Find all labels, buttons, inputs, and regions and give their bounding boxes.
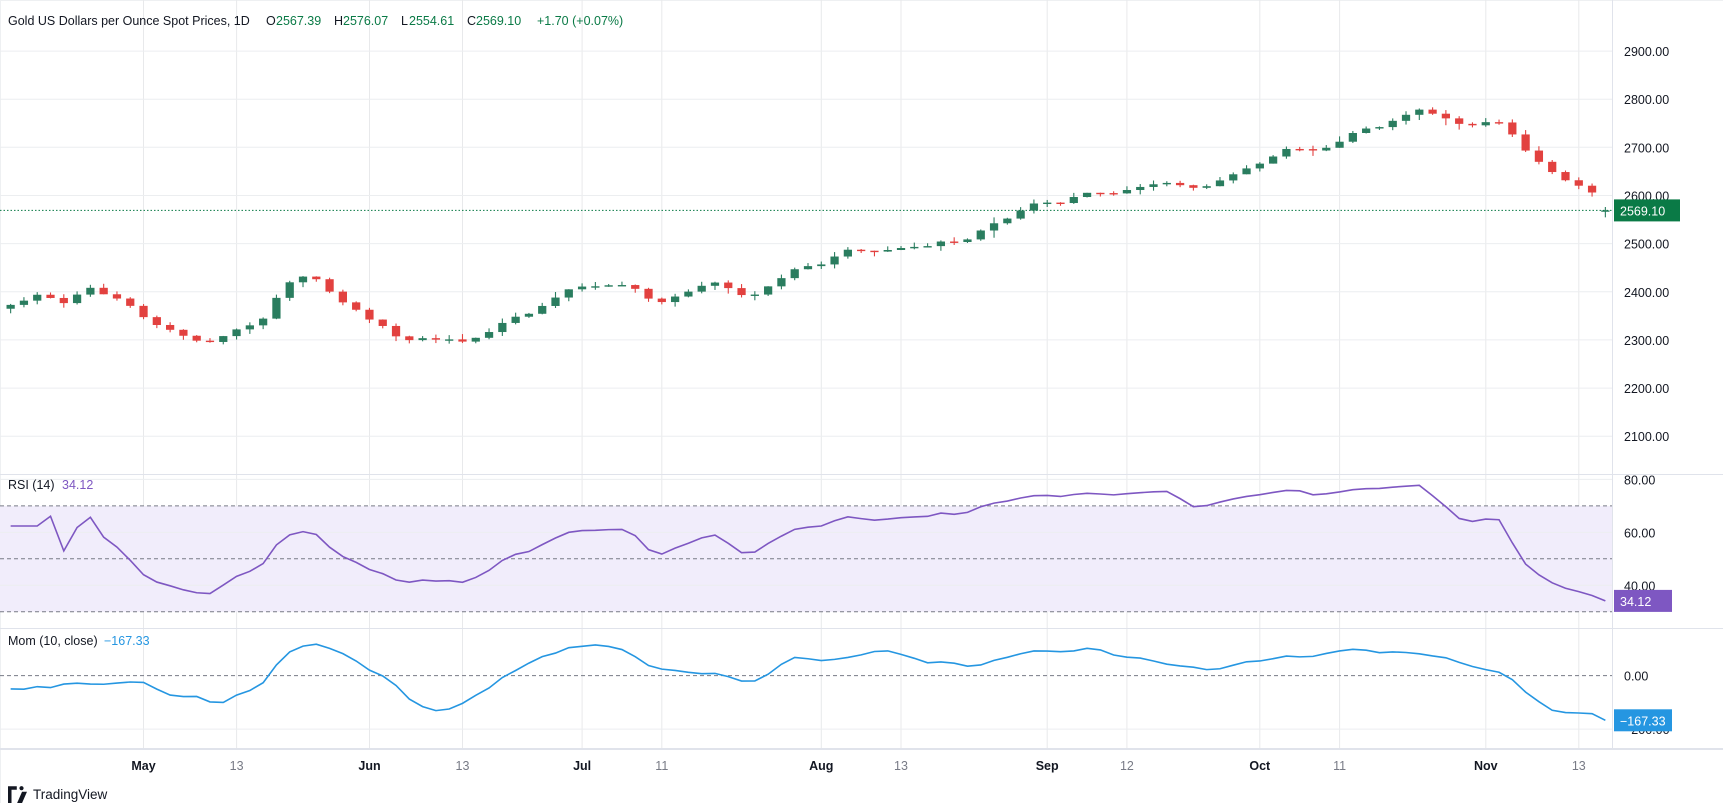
svg-text:13: 13 <box>894 759 908 773</box>
svg-text:Jul: Jul <box>573 759 591 773</box>
svg-text:13: 13 <box>230 759 244 773</box>
svg-text:Mom (10, close): Mom (10, close) <box>8 634 98 648</box>
svg-text:O: O <box>266 14 276 28</box>
svg-text:12: 12 <box>1120 759 1134 773</box>
svg-text:2400.00: 2400.00 <box>1624 286 1669 300</box>
svg-text:2567.39: 2567.39 <box>276 14 321 28</box>
svg-text:2569.10: 2569.10 <box>1620 204 1665 218</box>
svg-text:Aug: Aug <box>809 759 833 773</box>
svg-text:2900.00: 2900.00 <box>1624 45 1669 59</box>
svg-text:Gold US Dollars per Ounce Spot: Gold US Dollars per Ounce Spot Prices, 1… <box>8 14 250 28</box>
svg-text:11: 11 <box>655 759 668 773</box>
svg-text:60.00: 60.00 <box>1624 526 1655 540</box>
svg-text:13: 13 <box>456 759 470 773</box>
svg-text:Sep: Sep <box>1036 759 1059 773</box>
svg-text:2300.00: 2300.00 <box>1624 334 1669 348</box>
svg-text:Oct: Oct <box>1249 759 1271 773</box>
svg-text:2569.10: 2569.10 <box>476 14 521 28</box>
svg-text:2800.00: 2800.00 <box>1624 93 1669 107</box>
svg-text:2100.00: 2100.00 <box>1624 430 1669 444</box>
svg-text:May: May <box>131 759 155 773</box>
svg-text:80.00: 80.00 <box>1624 473 1655 487</box>
svg-text:L: L <box>401 14 408 28</box>
svg-text:11: 11 <box>1333 759 1346 773</box>
svg-text:2700.00: 2700.00 <box>1624 141 1669 155</box>
svg-text:Nov: Nov <box>1474 759 1498 773</box>
svg-text:2576.07: 2576.07 <box>343 14 388 28</box>
svg-text:34.12: 34.12 <box>62 478 93 492</box>
svg-text:13: 13 <box>1572 759 1586 773</box>
svg-text:+1.70 (+0.07%): +1.70 (+0.07%) <box>537 14 623 28</box>
svg-text:34.12: 34.12 <box>1620 595 1651 609</box>
svg-text:Jun: Jun <box>358 759 380 773</box>
svg-text:2200.00: 2200.00 <box>1624 382 1669 396</box>
svg-text:2500.00: 2500.00 <box>1624 238 1669 252</box>
svg-text:RSI (14): RSI (14) <box>8 478 55 492</box>
svg-text:−167.33: −167.33 <box>1620 714 1666 728</box>
svg-text:2554.61: 2554.61 <box>409 14 454 28</box>
svg-text:−167.33: −167.33 <box>104 634 150 648</box>
svg-text:0.00: 0.00 <box>1624 670 1648 684</box>
svg-text:C: C <box>467 14 476 28</box>
svg-text:H: H <box>334 14 343 28</box>
